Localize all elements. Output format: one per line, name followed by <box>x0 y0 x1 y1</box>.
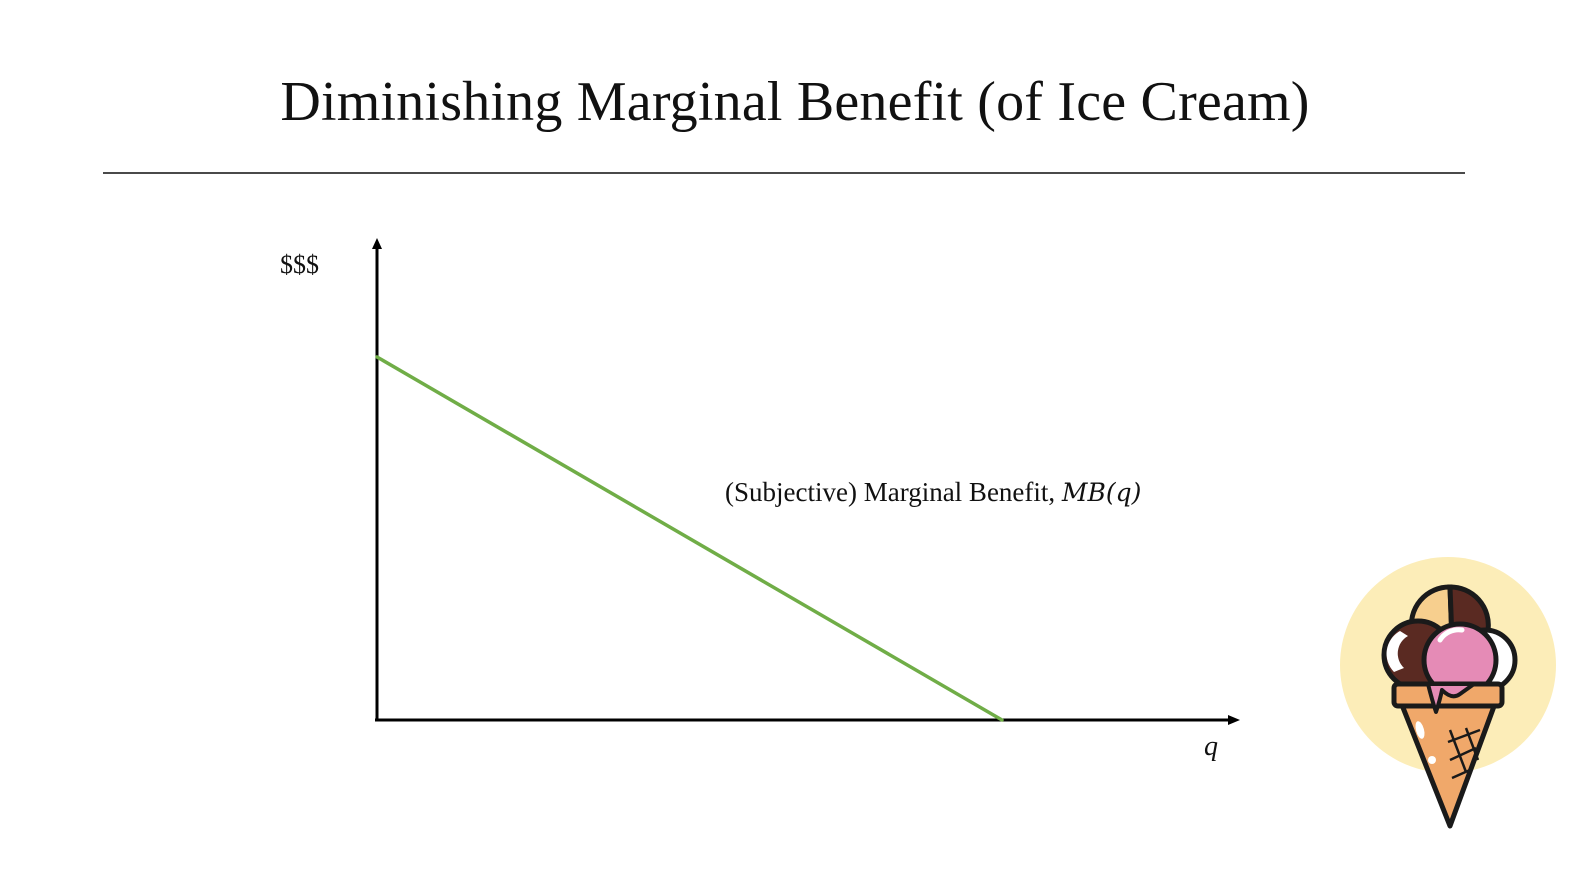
title-divider <box>103 172 1465 174</box>
y-axis-label: $$$ <box>280 250 319 279</box>
curve-label-math: MB(q) <box>1061 478 1141 507</box>
x-axis-label: q <box>1204 731 1218 762</box>
x-axis-arrow <box>1228 715 1240 725</box>
slide-title: Diminishing Marginal Benefit (of Ice Cre… <box>280 71 1310 133</box>
curve-label: (Subjective) Marginal Benefit, MB(q) <box>725 477 1141 507</box>
y-axis-arrow <box>372 238 382 249</box>
curve-label-text: (Subjective) Marginal Benefit, <box>725 477 1062 507</box>
ice-cream-cone-icon <box>1340 557 1556 829</box>
marginal-benefit-curve <box>375 355 1004 722</box>
